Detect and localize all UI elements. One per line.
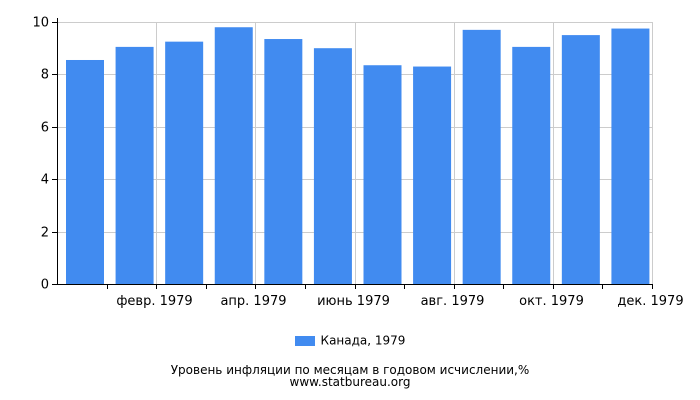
axes <box>52 18 653 289</box>
source-link[interactable]: www.statbureau.org <box>289 375 411 389</box>
legend-swatch <box>294 335 315 346</box>
bar <box>561 35 600 284</box>
y-tick-label: 8 <box>41 68 49 83</box>
legend: Канада, 1979 <box>0 333 700 348</box>
x-tick-label: июнь 1979 <box>317 294 390 309</box>
bar <box>264 39 303 284</box>
bar <box>214 27 253 285</box>
bar <box>165 41 204 285</box>
chart-title: Уровень инфляции по месяцам в годовом ис… <box>170 363 530 377</box>
x-tick-label: февр. 1979 <box>116 294 192 309</box>
bar <box>115 46 154 284</box>
tick-labels: 0 2 4 6 8 10 февр. 1979 апр. 1979 июнь 1979 авг. … <box>32 16 683 310</box>
grid-lines <box>57 22 653 284</box>
x-tick-label: окт. 1979 <box>519 294 584 309</box>
x-tick-label: авг. 1979 <box>421 294 485 309</box>
y-tick-label: 10 <box>32 16 49 31</box>
bar <box>363 65 402 284</box>
y-tick-label: 4 <box>41 173 49 188</box>
y-tick-label: 6 <box>41 121 49 136</box>
y-tick-label: 0 <box>41 278 49 293</box>
bar <box>313 48 352 285</box>
bar <box>66 59 104 284</box>
x-tick-label: дек. 1979 <box>617 294 683 309</box>
x-tick-label: апр. 1979 <box>220 294 286 309</box>
legend-label: Канада, 1979 <box>320 333 406 348</box>
bars <box>66 27 650 285</box>
bar <box>462 29 501 284</box>
bar <box>413 66 452 284</box>
y-tick-label: 2 <box>41 226 49 241</box>
bar <box>512 46 551 284</box>
bar <box>611 28 650 284</box>
